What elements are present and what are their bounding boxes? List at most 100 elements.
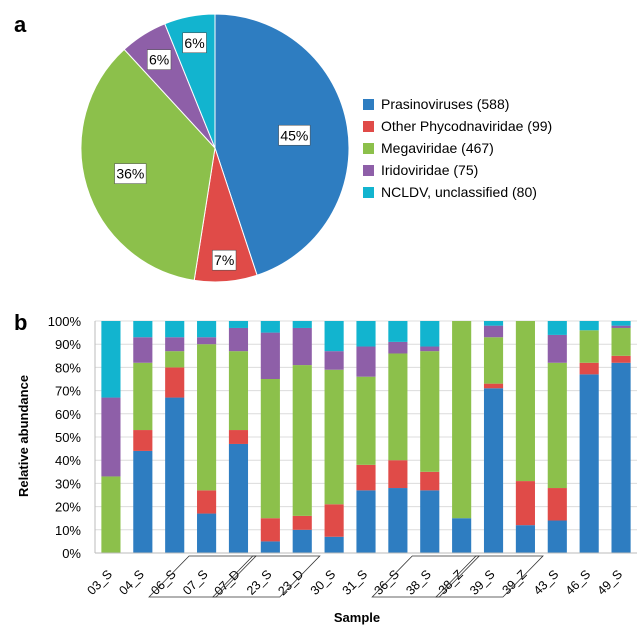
bar-segment [611, 362, 631, 553]
y-tick-label: 30% [55, 476, 81, 491]
bar-segment [515, 525, 535, 553]
bar-segment [101, 476, 121, 553]
x-tick-label: 39_Z [499, 567, 529, 597]
bar-segment [356, 346, 376, 377]
bar-segment [356, 464, 376, 491]
bar-segment [420, 346, 440, 352]
bar-segment [547, 334, 567, 363]
bar-segment [260, 332, 280, 379]
bar-segment [579, 362, 599, 375]
bar-segment [324, 536, 344, 553]
bar-segment [133, 337, 153, 363]
panel-a-label: a [14, 12, 27, 37]
pie-label-box [182, 32, 207, 54]
y-tick-label: 10% [55, 523, 81, 538]
bar-segment [228, 327, 249, 352]
pie-slice-label: 6% [149, 52, 169, 68]
bar-segment [197, 337, 217, 345]
legend-entry: Iridoviridae (75) [381, 162, 478, 178]
bar-segment [292, 515, 312, 530]
bar-segment [420, 321, 440, 347]
bar-segment [547, 321, 567, 335]
bar-segment [547, 520, 567, 553]
bar-segment [324, 369, 344, 505]
bar-segment [260, 518, 280, 542]
legend-swatch [363, 143, 374, 154]
bar-segment [197, 513, 217, 553]
bar-segment [483, 337, 504, 384]
bar-segment [165, 397, 185, 553]
y-axis-label: Relative abundance [16, 375, 31, 497]
bar-segment [292, 529, 312, 553]
pie-slice-label: 36% [116, 166, 144, 182]
bar-segment [292, 321, 312, 328]
bar-segment [165, 337, 185, 352]
pie-label-box [147, 49, 172, 70]
bar-segment [165, 351, 185, 368]
x-tick-label: 43_S [531, 567, 562, 598]
pie-label-box [278, 124, 311, 146]
bar-segment [133, 430, 153, 451]
y-tick-label: 0% [62, 546, 81, 561]
bar-segment [260, 379, 280, 519]
x-tick-label: 39_S [467, 567, 498, 598]
x-tick-label: 38_S [403, 567, 434, 598]
bar-segment [292, 327, 312, 366]
x-tick-label: 07_S [180, 567, 211, 598]
bar-segment [133, 321, 153, 338]
legend-entry: Prasinoviruses (588) [381, 96, 509, 112]
bar-segment [483, 321, 504, 326]
pie-chart [80, 13, 350, 283]
bar-segment [228, 351, 249, 431]
bar-segment [388, 341, 408, 354]
sample-group-box [435, 555, 544, 598]
bar-segment [611, 325, 631, 328]
bar-segment [228, 430, 249, 444]
bar-segment [133, 362, 153, 431]
bar-segment [165, 367, 185, 398]
bar-segment [101, 321, 121, 398]
x-tick-label: 30_S [308, 567, 339, 598]
y-tick-label: 70% [55, 384, 81, 399]
bar-segment [483, 325, 504, 338]
bar-segment [324, 321, 344, 352]
bar-segment [547, 362, 567, 489]
bar-segment [420, 490, 440, 553]
bar-segment [197, 321, 217, 338]
y-axis: 0% 10% 20% 30% 40% 50% 60% 70% 80% 90% 100% [48, 314, 637, 561]
bar-segment [388, 353, 408, 461]
bar-segment [579, 330, 599, 363]
bar-segment [324, 351, 344, 370]
pie-slice-label: 7% [214, 252, 234, 268]
legend-swatch [363, 99, 374, 110]
bar-segment [388, 321, 408, 342]
pie-slice-label: 45% [280, 127, 308, 143]
y-tick-label: 100% [48, 314, 82, 329]
bar-segment [228, 321, 249, 328]
y-tick-label: 60% [55, 407, 81, 422]
bar-segment [356, 376, 376, 465]
sample-group-boxes [148, 555, 544, 598]
bar-segment [324, 504, 344, 537]
legend-entry: Megaviridae (467) [381, 140, 494, 156]
legend-swatch [363, 165, 374, 176]
legend-entry: NCLDV, unclassified (80) [381, 184, 537, 200]
bar-segment [356, 321, 376, 347]
pie-label-box [212, 249, 237, 271]
bar-segment [483, 383, 504, 389]
legend-swatch [363, 187, 374, 198]
bar-segment [292, 365, 312, 516]
pie-slice [80, 48, 216, 281]
y-tick-label: 90% [55, 337, 81, 352]
bar-segment [611, 355, 631, 363]
bar-segment [452, 518, 472, 553]
bar-segment [260, 321, 280, 333]
bar-segment [611, 327, 631, 356]
legend-entry: Other Phycodnaviridae (99) [381, 118, 552, 134]
bar-segment [356, 490, 376, 553]
bar-segment [260, 541, 280, 553]
pie-label-box [114, 163, 147, 184]
bar-segment [197, 344, 217, 491]
x-tick-label: 49_S [595, 567, 626, 598]
